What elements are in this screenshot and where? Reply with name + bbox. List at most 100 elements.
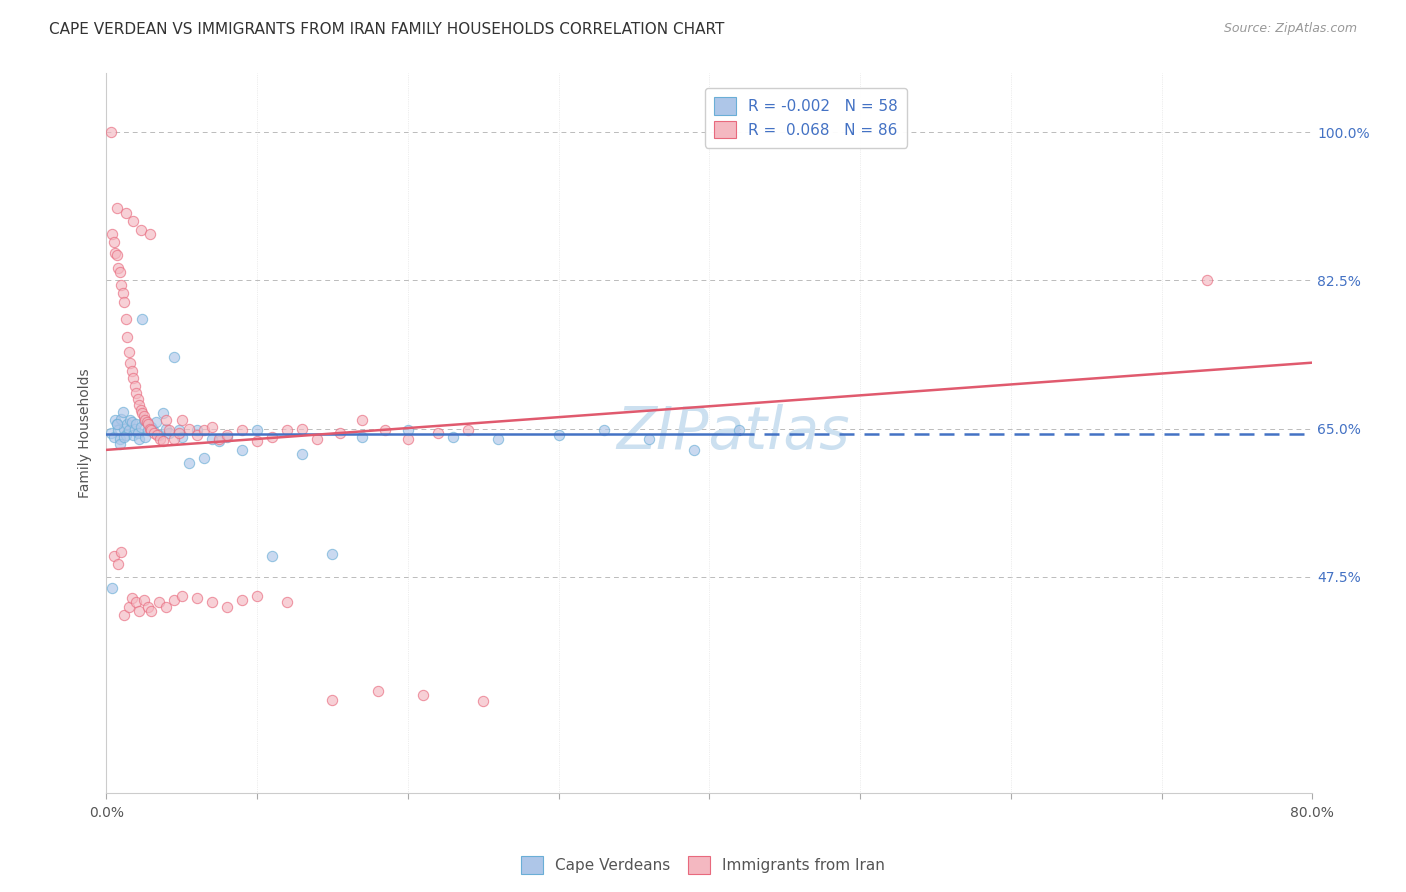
Point (108, 437, 131, 451)
Point (148, 428, 170, 442)
Point (260, 549, 283, 563)
Point (132, 592, 155, 607)
Point (138, 599, 160, 614)
Point (170, 430, 193, 444)
Point (457, 424, 479, 438)
Point (441, 430, 464, 444)
Point (592, 424, 614, 438)
Point (163, 592, 186, 607)
Point (111, 286, 134, 301)
Point (132, 413, 155, 427)
Point (152, 407, 174, 421)
Point (127, 425, 149, 440)
Point (170, 413, 193, 427)
Point (104, 413, 127, 427)
Point (122, 428, 145, 442)
Point (105, 202, 128, 216)
Point (163, 350, 186, 364)
Point (103, 235, 125, 250)
Point (112, 294, 135, 309)
Point (110, 277, 132, 292)
Point (396, 424, 419, 438)
Point (149, 432, 172, 446)
Point (177, 422, 200, 436)
Point (124, 379, 146, 393)
Point (118, 424, 141, 438)
Point (101, 227, 124, 241)
Point (107, 424, 129, 438)
Point (100, 425, 122, 440)
Text: CAPE VERDEAN VS IMMIGRANTS FROM IRAN FAMILY HOUSEHOLDS CORRELATION CHART: CAPE VERDEAN VS IMMIGRANTS FROM IRAN FAM… (49, 22, 724, 37)
Point (728, 424, 751, 438)
Point (117, 417, 139, 432)
Text: 0.0%: 0.0% (89, 805, 124, 820)
Point (186, 424, 208, 438)
Legend: R = -0.002   N = 58, R =  0.068   N = 86: R = -0.002 N = 58, R = 0.068 N = 86 (704, 87, 907, 147)
Point (141, 420, 163, 434)
Point (307, 432, 329, 446)
Point (107, 558, 129, 572)
Point (128, 398, 150, 412)
Text: Source: ZipAtlas.com: Source: ZipAtlas.com (1223, 22, 1357, 36)
Point (141, 424, 163, 438)
Point (683, 442, 706, 457)
Point (100, 125, 122, 139)
Point (128, 604, 150, 618)
Point (246, 590, 269, 604)
Point (142, 424, 165, 438)
Point (101, 581, 124, 595)
Point (201, 432, 224, 446)
Point (163, 432, 186, 446)
Point (201, 420, 224, 434)
Point (114, 205, 136, 219)
Point (141, 604, 163, 618)
Point (321, 692, 343, 706)
Point (186, 591, 208, 606)
Y-axis label: Family Households: Family Households (79, 368, 93, 498)
Point (128, 432, 150, 446)
Point (276, 595, 298, 609)
Point (291, 447, 314, 461)
Point (412, 689, 434, 703)
Point (103, 549, 125, 563)
Point (112, 422, 135, 436)
Point (170, 590, 193, 604)
Point (114, 427, 136, 442)
Point (125, 417, 148, 432)
Point (486, 432, 509, 446)
Point (321, 547, 343, 561)
Point (291, 422, 314, 436)
Point (139, 227, 162, 241)
Point (131, 407, 153, 421)
Point (125, 386, 148, 401)
Point (112, 430, 135, 444)
Point (159, 424, 181, 438)
Point (112, 608, 135, 623)
Text: 80.0%: 80.0% (1291, 805, 1334, 820)
Point (103, 430, 125, 444)
Point (118, 599, 141, 614)
Point (111, 405, 134, 419)
Point (276, 424, 298, 438)
Point (155, 413, 177, 427)
Point (426, 425, 449, 440)
Point (396, 432, 419, 446)
Point (143, 425, 166, 440)
Point (193, 424, 215, 438)
Point (132, 409, 155, 423)
Point (120, 413, 142, 427)
Point (108, 432, 131, 446)
Point (177, 456, 200, 470)
Point (1195, 273, 1218, 287)
Point (118, 345, 141, 359)
Point (201, 595, 224, 609)
Point (138, 417, 160, 432)
Point (129, 420, 152, 434)
Point (638, 432, 661, 446)
Point (167, 425, 190, 440)
Point (104, 245, 127, 260)
Point (329, 425, 352, 440)
Point (167, 424, 190, 438)
Point (246, 424, 269, 438)
Point (352, 430, 374, 444)
